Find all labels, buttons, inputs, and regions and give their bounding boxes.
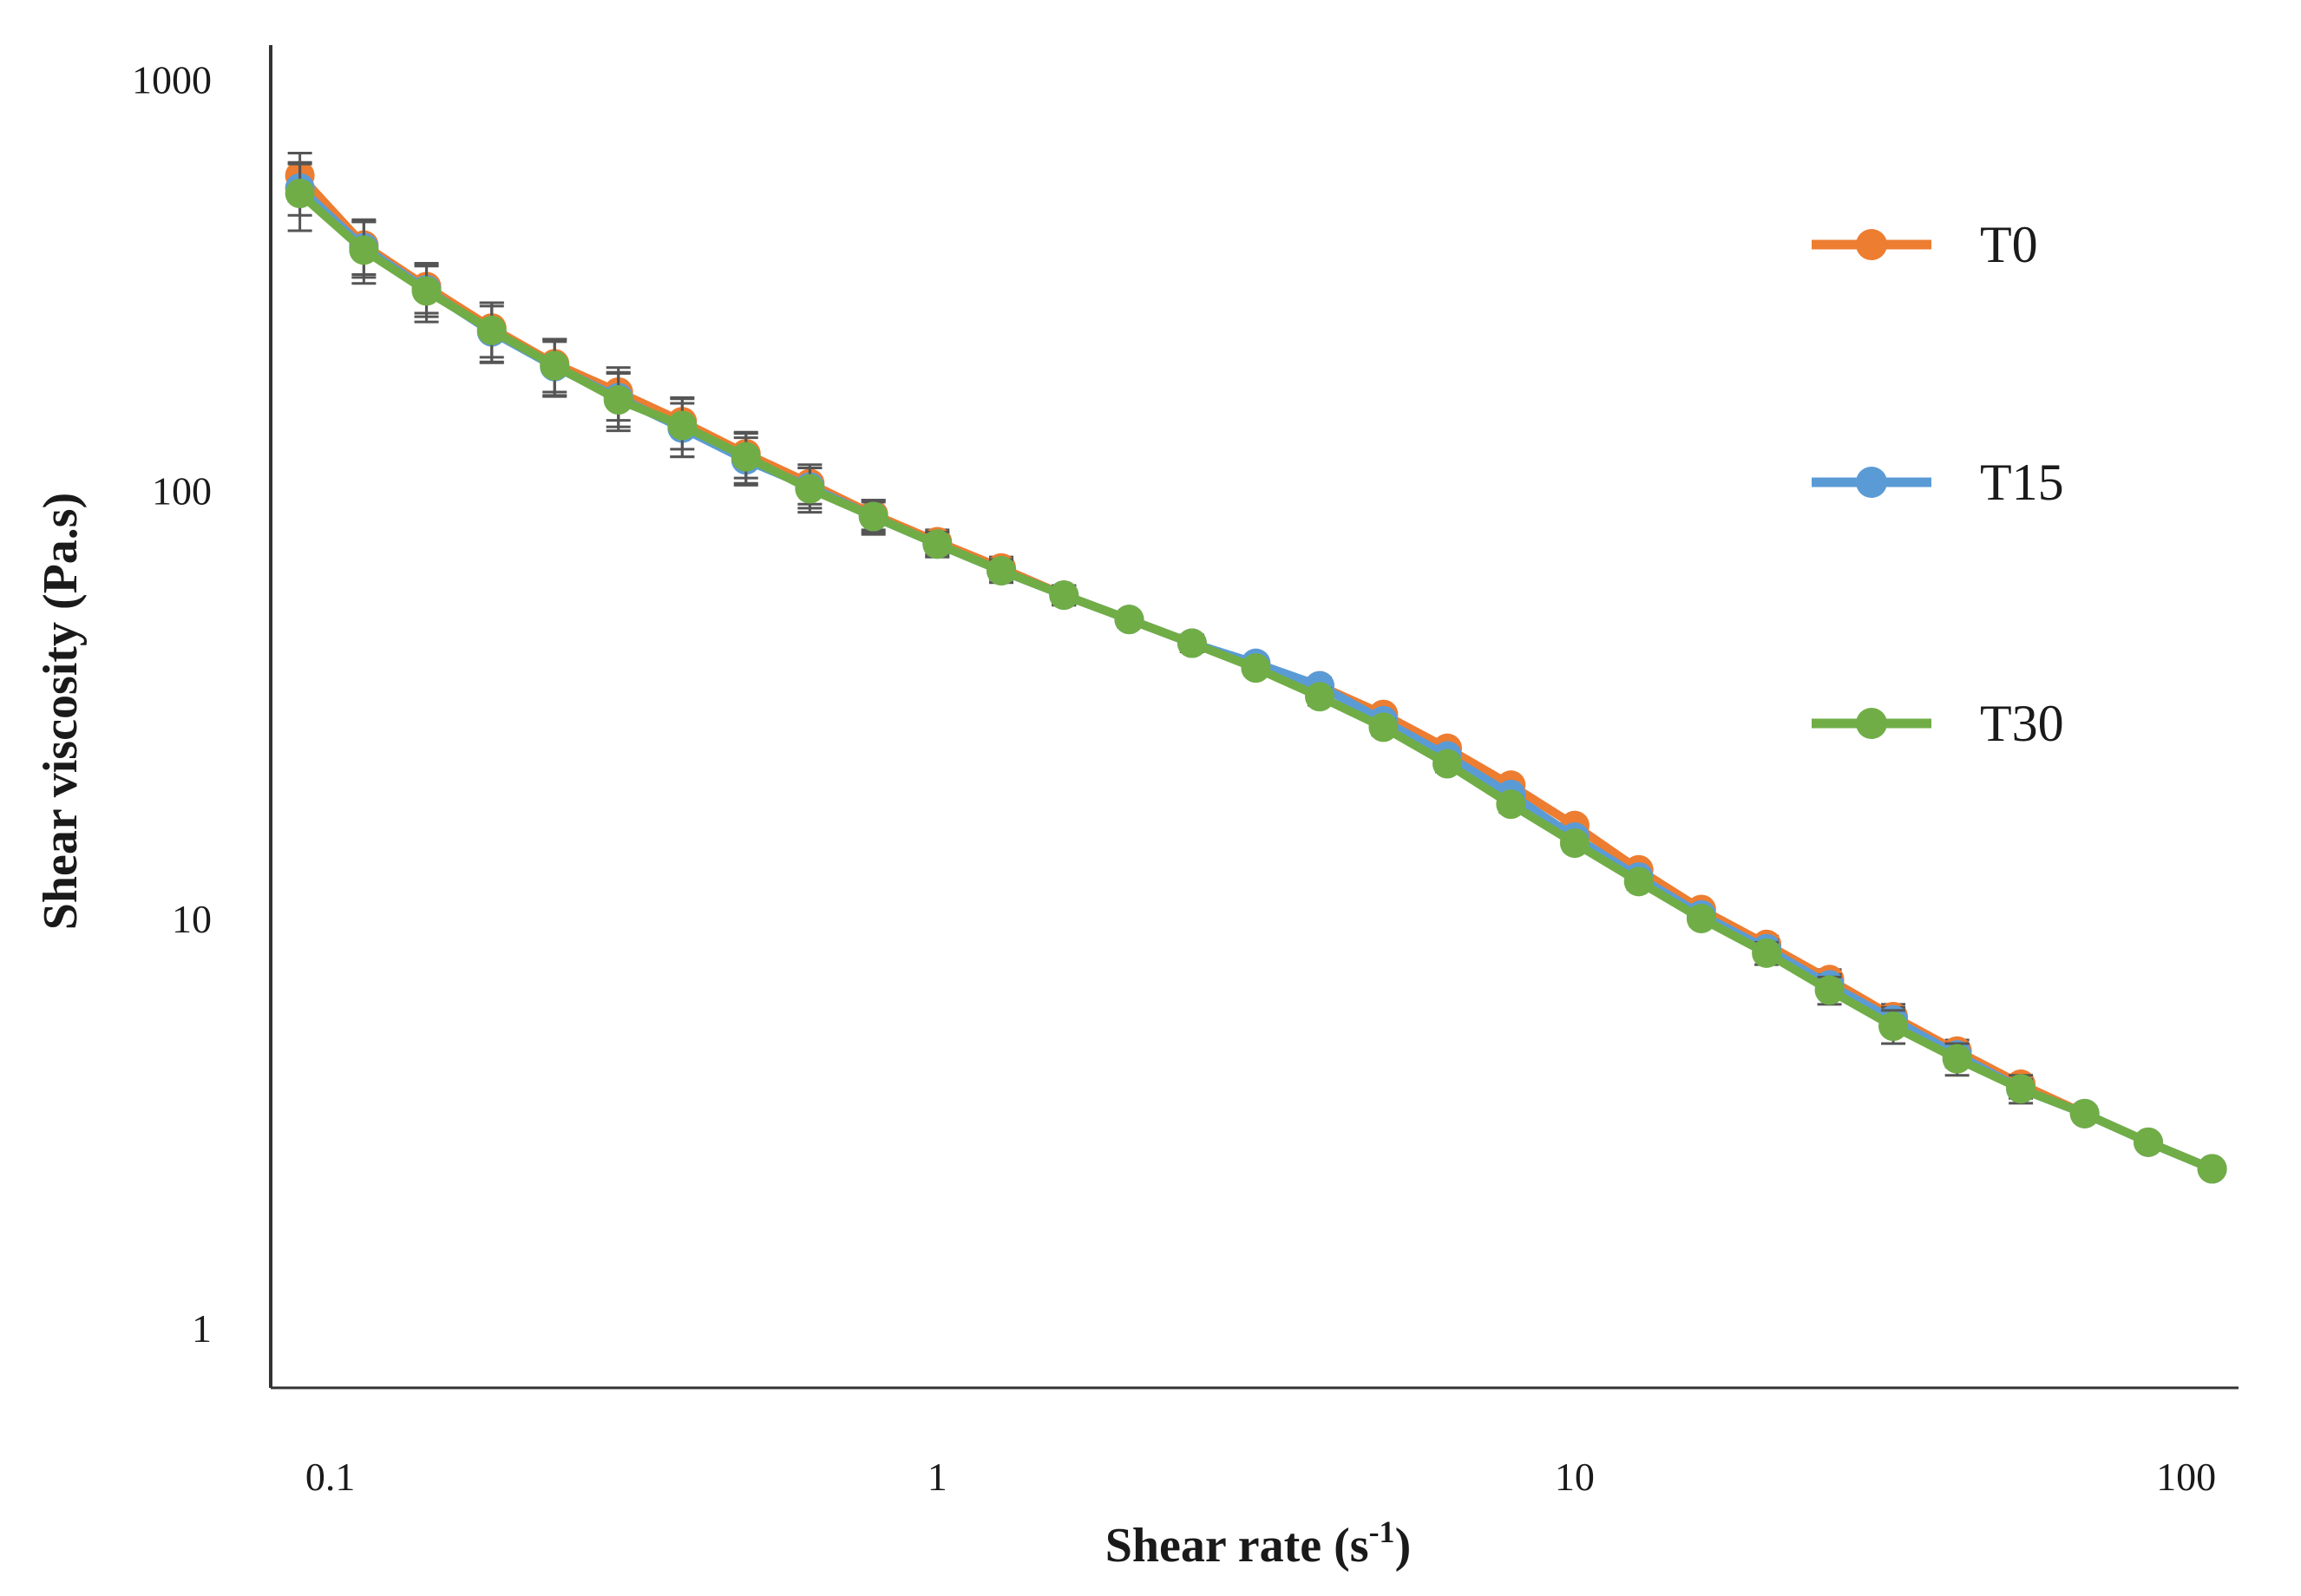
x-axis-title-sup: -1 (1369, 1514, 1395, 1549)
axes (269, 45, 2239, 1390)
y-tick-label: 100 (152, 469, 212, 513)
y-axis-title: Shear viscosity (Pa.s) (34, 493, 88, 931)
data-point (1496, 789, 1526, 820)
y-tick-labels: 1 10 100 1000 (132, 57, 212, 1351)
data-point (2006, 1074, 2036, 1104)
legend-label: T30 (1980, 695, 2064, 752)
data-point (1878, 1011, 1909, 1042)
data-point (1432, 749, 1463, 779)
legend-swatch-marker (1856, 708, 1887, 739)
data-point (1814, 975, 1845, 1005)
x-tick-label: 10 (1555, 1455, 1595, 1499)
x-axis-title: Shear rate (s-1) (1105, 1514, 1411, 1573)
series-lines (285, 152, 2227, 1184)
x-axis-title-main: Shear rate (s (1105, 1519, 1369, 1573)
data-point (731, 442, 761, 472)
data-point (1177, 628, 1207, 658)
y-tick-label: 1 (192, 1306, 212, 1351)
data-point (2197, 1154, 2227, 1184)
x-tick-labels: 0.1 1 10 100 (305, 1455, 2216, 1499)
data-point (476, 315, 507, 345)
legend-label: T0 (1980, 216, 2038, 273)
data-point (1114, 605, 1144, 635)
data-point (1049, 580, 1079, 611)
data-point (1368, 712, 1399, 742)
data-point (2069, 1098, 2100, 1128)
y-tick-label: 10 (172, 897, 212, 941)
data-point (1304, 682, 1334, 712)
data-point (1686, 903, 1716, 933)
legend-swatch-marker (1856, 467, 1887, 498)
x-tick-label: 0.1 (305, 1455, 356, 1499)
data-point (285, 179, 315, 209)
data-point (1559, 828, 1590, 859)
legend-swatch-marker (1856, 229, 1887, 260)
data-point (349, 235, 379, 265)
legend: T0 T15 T30 (1812, 216, 2064, 752)
data-point (795, 474, 825, 504)
x-tick-label: 100 (2156, 1455, 2216, 1499)
x-tick-label: 1 (928, 1455, 947, 1499)
data-point (1623, 867, 1654, 897)
data-point (1241, 653, 1271, 684)
data-point (2133, 1127, 2163, 1157)
data-point (987, 555, 1017, 585)
data-point (1752, 938, 1782, 968)
data-point (922, 529, 953, 559)
data-point (1942, 1043, 1972, 1074)
y-tick-label: 1000 (132, 57, 212, 101)
data-point (540, 350, 570, 381)
legend-label: T15 (1980, 454, 2064, 511)
data-point (667, 410, 698, 441)
data-point (858, 501, 888, 532)
data-point (411, 276, 442, 306)
series-T30 (285, 160, 2227, 1184)
data-point (603, 385, 633, 415)
x-axis-title-tail: ) (1395, 1519, 1412, 1573)
